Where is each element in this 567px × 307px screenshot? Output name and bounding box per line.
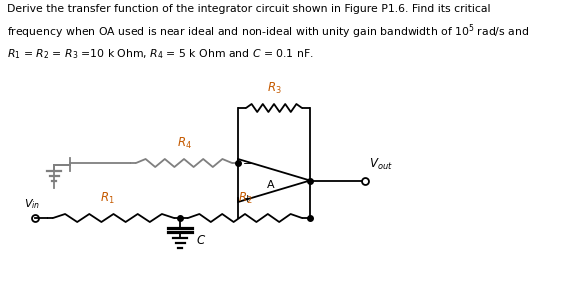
Text: $R_2$: $R_2$ <box>238 191 252 206</box>
Text: $R_3$: $R_3$ <box>266 81 281 96</box>
Text: $V_{in}$: $V_{in}$ <box>24 197 40 211</box>
Text: +: + <box>243 194 252 204</box>
Text: Derive the transfer function of the integrator circuit shown in Figure P1.6. Fin: Derive the transfer function of the inte… <box>7 4 530 61</box>
Text: $R_1$: $R_1$ <box>100 191 115 206</box>
Text: $R_4$: $R_4$ <box>176 136 192 151</box>
Text: −: − <box>243 159 252 169</box>
Text: A: A <box>266 180 274 189</box>
Text: $C$: $C$ <box>196 234 206 247</box>
Text: $V_{out}$: $V_{out}$ <box>369 156 393 172</box>
